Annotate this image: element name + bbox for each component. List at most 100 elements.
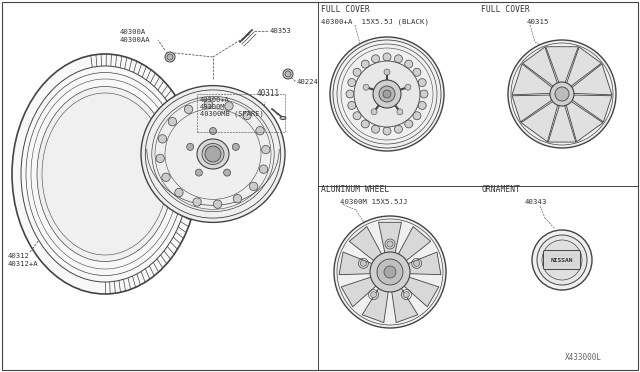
Circle shape bbox=[354, 61, 420, 127]
Circle shape bbox=[370, 252, 410, 292]
Circle shape bbox=[353, 112, 361, 120]
Text: X433000L: X433000L bbox=[565, 353, 602, 362]
Text: ALUNINUM WHEEL: ALUNINUM WHEEL bbox=[321, 186, 389, 195]
Polygon shape bbox=[512, 64, 554, 95]
Bar bbox=[197, 94, 285, 132]
Circle shape bbox=[225, 102, 233, 110]
Circle shape bbox=[187, 143, 194, 150]
Text: 40300A
40300AA: 40300A 40300AA bbox=[120, 29, 150, 42]
Text: ORNAMENT: ORNAMENT bbox=[481, 186, 520, 195]
Polygon shape bbox=[362, 284, 389, 323]
Circle shape bbox=[250, 182, 258, 190]
Circle shape bbox=[383, 53, 391, 61]
Ellipse shape bbox=[141, 86, 285, 222]
Circle shape bbox=[205, 146, 221, 162]
Polygon shape bbox=[512, 95, 554, 122]
Circle shape bbox=[283, 69, 293, 79]
Circle shape bbox=[379, 86, 395, 102]
Circle shape bbox=[394, 125, 403, 133]
Text: 40311: 40311 bbox=[257, 90, 280, 99]
Circle shape bbox=[204, 100, 212, 108]
Circle shape bbox=[243, 111, 252, 120]
Circle shape bbox=[334, 216, 446, 328]
Polygon shape bbox=[548, 104, 576, 142]
Circle shape bbox=[377, 259, 403, 285]
Ellipse shape bbox=[37, 87, 173, 262]
Circle shape bbox=[413, 112, 421, 120]
Circle shape bbox=[361, 60, 369, 68]
Circle shape bbox=[162, 173, 170, 182]
Circle shape bbox=[555, 87, 569, 101]
Polygon shape bbox=[391, 284, 418, 323]
Circle shape bbox=[532, 230, 592, 290]
Ellipse shape bbox=[202, 144, 224, 164]
Text: 40300+A
40300M
40300MB (SPARE): 40300+A 40300M 40300MB (SPARE) bbox=[200, 97, 264, 117]
Circle shape bbox=[537, 235, 587, 285]
Circle shape bbox=[232, 143, 239, 150]
Circle shape bbox=[383, 127, 391, 135]
Circle shape bbox=[156, 154, 164, 163]
Circle shape bbox=[405, 84, 411, 90]
Ellipse shape bbox=[21, 66, 189, 282]
Text: FULL COVER: FULL COVER bbox=[321, 6, 370, 15]
Circle shape bbox=[175, 188, 183, 197]
Polygon shape bbox=[566, 47, 602, 87]
Polygon shape bbox=[546, 47, 579, 84]
Circle shape bbox=[168, 118, 177, 126]
Polygon shape bbox=[521, 100, 558, 142]
Text: 40300+A  15X5.5J (BLACK): 40300+A 15X5.5J (BLACK) bbox=[321, 19, 429, 25]
Circle shape bbox=[348, 102, 356, 109]
Circle shape bbox=[193, 198, 201, 206]
Circle shape bbox=[330, 37, 444, 151]
Circle shape bbox=[167, 54, 173, 60]
Circle shape bbox=[372, 125, 380, 133]
Circle shape bbox=[542, 240, 582, 280]
Circle shape bbox=[403, 292, 410, 298]
Circle shape bbox=[209, 128, 216, 135]
Circle shape bbox=[413, 68, 421, 76]
Circle shape bbox=[397, 109, 403, 115]
Circle shape bbox=[213, 200, 222, 208]
Circle shape bbox=[285, 71, 291, 77]
FancyBboxPatch shape bbox=[543, 250, 580, 269]
Circle shape bbox=[413, 260, 420, 266]
Circle shape bbox=[508, 40, 616, 148]
Circle shape bbox=[373, 80, 401, 108]
Polygon shape bbox=[339, 252, 376, 275]
Text: 40353: 40353 bbox=[270, 28, 292, 34]
Polygon shape bbox=[566, 100, 603, 142]
Polygon shape bbox=[349, 227, 384, 264]
Circle shape bbox=[348, 78, 356, 87]
Circle shape bbox=[372, 55, 380, 63]
Ellipse shape bbox=[280, 116, 286, 119]
Polygon shape bbox=[401, 276, 439, 307]
Ellipse shape bbox=[197, 139, 229, 169]
Ellipse shape bbox=[12, 54, 198, 294]
Circle shape bbox=[550, 82, 574, 106]
Circle shape bbox=[346, 90, 354, 98]
Polygon shape bbox=[378, 222, 401, 257]
Circle shape bbox=[184, 105, 193, 113]
Polygon shape bbox=[570, 64, 612, 95]
Polygon shape bbox=[571, 95, 612, 122]
Polygon shape bbox=[523, 47, 558, 87]
Circle shape bbox=[387, 241, 393, 247]
Circle shape bbox=[371, 109, 377, 115]
Circle shape bbox=[384, 69, 390, 75]
Text: 40224: 40224 bbox=[297, 79, 319, 85]
Circle shape bbox=[158, 135, 166, 143]
Circle shape bbox=[394, 55, 403, 63]
Circle shape bbox=[404, 120, 413, 128]
Text: 40315: 40315 bbox=[527, 19, 550, 25]
Text: FULL COVER: FULL COVER bbox=[481, 6, 530, 15]
Circle shape bbox=[418, 78, 426, 87]
Circle shape bbox=[404, 60, 413, 68]
Text: 40343: 40343 bbox=[525, 199, 547, 205]
Circle shape bbox=[361, 120, 369, 128]
Text: 40300M 15X5.5JJ: 40300M 15X5.5JJ bbox=[340, 199, 408, 205]
Circle shape bbox=[418, 102, 426, 109]
Circle shape bbox=[233, 195, 242, 203]
Polygon shape bbox=[341, 276, 380, 307]
Circle shape bbox=[262, 145, 270, 154]
Circle shape bbox=[360, 260, 366, 266]
